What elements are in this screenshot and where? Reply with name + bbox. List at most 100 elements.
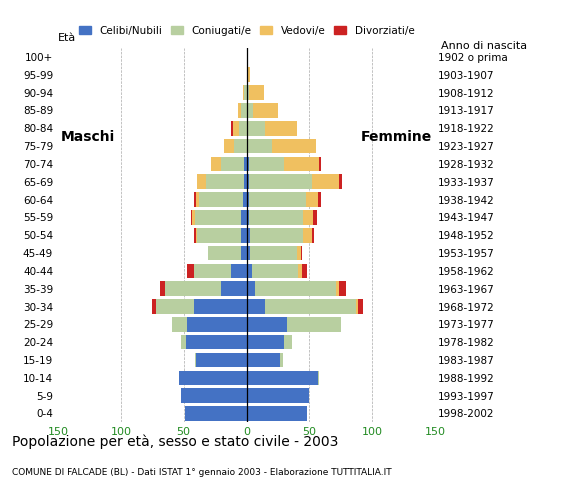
- Bar: [172, 317, 187, 332]
- Bar: [241, 246, 246, 260]
- Bar: [241, 228, 246, 242]
- Bar: [234, 139, 246, 154]
- Bar: [246, 299, 266, 314]
- Bar: [160, 281, 165, 296]
- Bar: [358, 299, 363, 314]
- Bar: [231, 121, 233, 135]
- Bar: [336, 281, 339, 296]
- Bar: [298, 264, 302, 278]
- Bar: [244, 174, 246, 189]
- Bar: [222, 281, 246, 296]
- Legend: Celibi/Nubili, Coniugati/e, Vedovi/e, Divorziati/e: Celibi/Nubili, Coniugati/e, Vedovi/e, Di…: [74, 22, 419, 40]
- Bar: [251, 228, 303, 242]
- Bar: [239, 121, 246, 135]
- Bar: [238, 103, 241, 118]
- Bar: [243, 85, 244, 100]
- Bar: [242, 192, 246, 207]
- Bar: [249, 85, 264, 100]
- Bar: [187, 264, 194, 278]
- Bar: [303, 228, 312, 242]
- Bar: [287, 317, 341, 332]
- Bar: [306, 192, 318, 207]
- Bar: [266, 299, 356, 314]
- Text: Età: Età: [58, 33, 76, 43]
- Bar: [246, 228, 251, 242]
- Bar: [181, 335, 186, 349]
- Bar: [244, 85, 246, 100]
- Bar: [199, 192, 242, 207]
- Bar: [241, 103, 246, 118]
- Bar: [281, 353, 283, 367]
- Bar: [193, 210, 195, 225]
- Bar: [246, 317, 287, 332]
- Bar: [246, 121, 248, 135]
- Text: Femmine: Femmine: [361, 130, 433, 144]
- Bar: [246, 281, 255, 296]
- Bar: [194, 299, 246, 314]
- Bar: [266, 121, 297, 135]
- Bar: [251, 246, 297, 260]
- Bar: [271, 139, 316, 154]
- Bar: [356, 299, 358, 314]
- Bar: [233, 121, 239, 135]
- Bar: [152, 299, 156, 314]
- Bar: [246, 406, 307, 421]
- Bar: [156, 299, 194, 314]
- Bar: [211, 156, 222, 171]
- Bar: [222, 156, 244, 171]
- Bar: [318, 192, 321, 207]
- Bar: [284, 156, 320, 171]
- Bar: [249, 210, 303, 225]
- Bar: [318, 371, 320, 385]
- Bar: [246, 371, 318, 385]
- Bar: [312, 228, 314, 242]
- Bar: [246, 388, 309, 403]
- Bar: [187, 317, 246, 332]
- Bar: [197, 174, 206, 189]
- Bar: [302, 264, 307, 278]
- Bar: [253, 103, 278, 118]
- Bar: [196, 353, 246, 367]
- Bar: [249, 192, 306, 207]
- Bar: [224, 139, 234, 154]
- Bar: [191, 210, 193, 225]
- Bar: [312, 174, 339, 189]
- Bar: [246, 156, 249, 171]
- Bar: [246, 67, 251, 82]
- Bar: [185, 406, 246, 421]
- Text: Anno di nascita: Anno di nascita: [441, 41, 527, 51]
- Bar: [186, 335, 246, 349]
- Bar: [196, 228, 197, 242]
- Bar: [339, 281, 346, 296]
- Bar: [244, 156, 246, 171]
- Bar: [195, 210, 241, 225]
- Bar: [246, 192, 249, 207]
- Bar: [313, 210, 317, 225]
- Bar: [194, 264, 231, 278]
- Bar: [194, 228, 196, 242]
- Bar: [303, 210, 313, 225]
- Bar: [249, 156, 284, 171]
- Bar: [252, 264, 298, 278]
- Bar: [246, 85, 249, 100]
- Bar: [284, 335, 292, 349]
- Text: COMUNE DI FALCADE (BL) - Dati ISTAT 1° gennaio 2003 - Elaborazione TUTTITALIA.IT: COMUNE DI FALCADE (BL) - Dati ISTAT 1° g…: [12, 468, 392, 477]
- Bar: [249, 174, 312, 189]
- Bar: [339, 174, 342, 189]
- Bar: [246, 246, 251, 260]
- Bar: [206, 174, 244, 189]
- Bar: [246, 335, 284, 349]
- Text: Maschi: Maschi: [60, 130, 115, 144]
- Bar: [246, 210, 249, 225]
- Bar: [248, 121, 266, 135]
- Bar: [246, 264, 252, 278]
- Bar: [246, 174, 249, 189]
- Bar: [300, 246, 302, 260]
- Text: Popolazione per età, sesso e stato civile - 2003: Popolazione per età, sesso e stato civil…: [12, 434, 338, 449]
- Bar: [297, 246, 300, 260]
- Bar: [231, 264, 246, 278]
- Bar: [246, 353, 281, 367]
- Bar: [241, 210, 246, 225]
- Bar: [179, 371, 246, 385]
- Bar: [165, 281, 222, 296]
